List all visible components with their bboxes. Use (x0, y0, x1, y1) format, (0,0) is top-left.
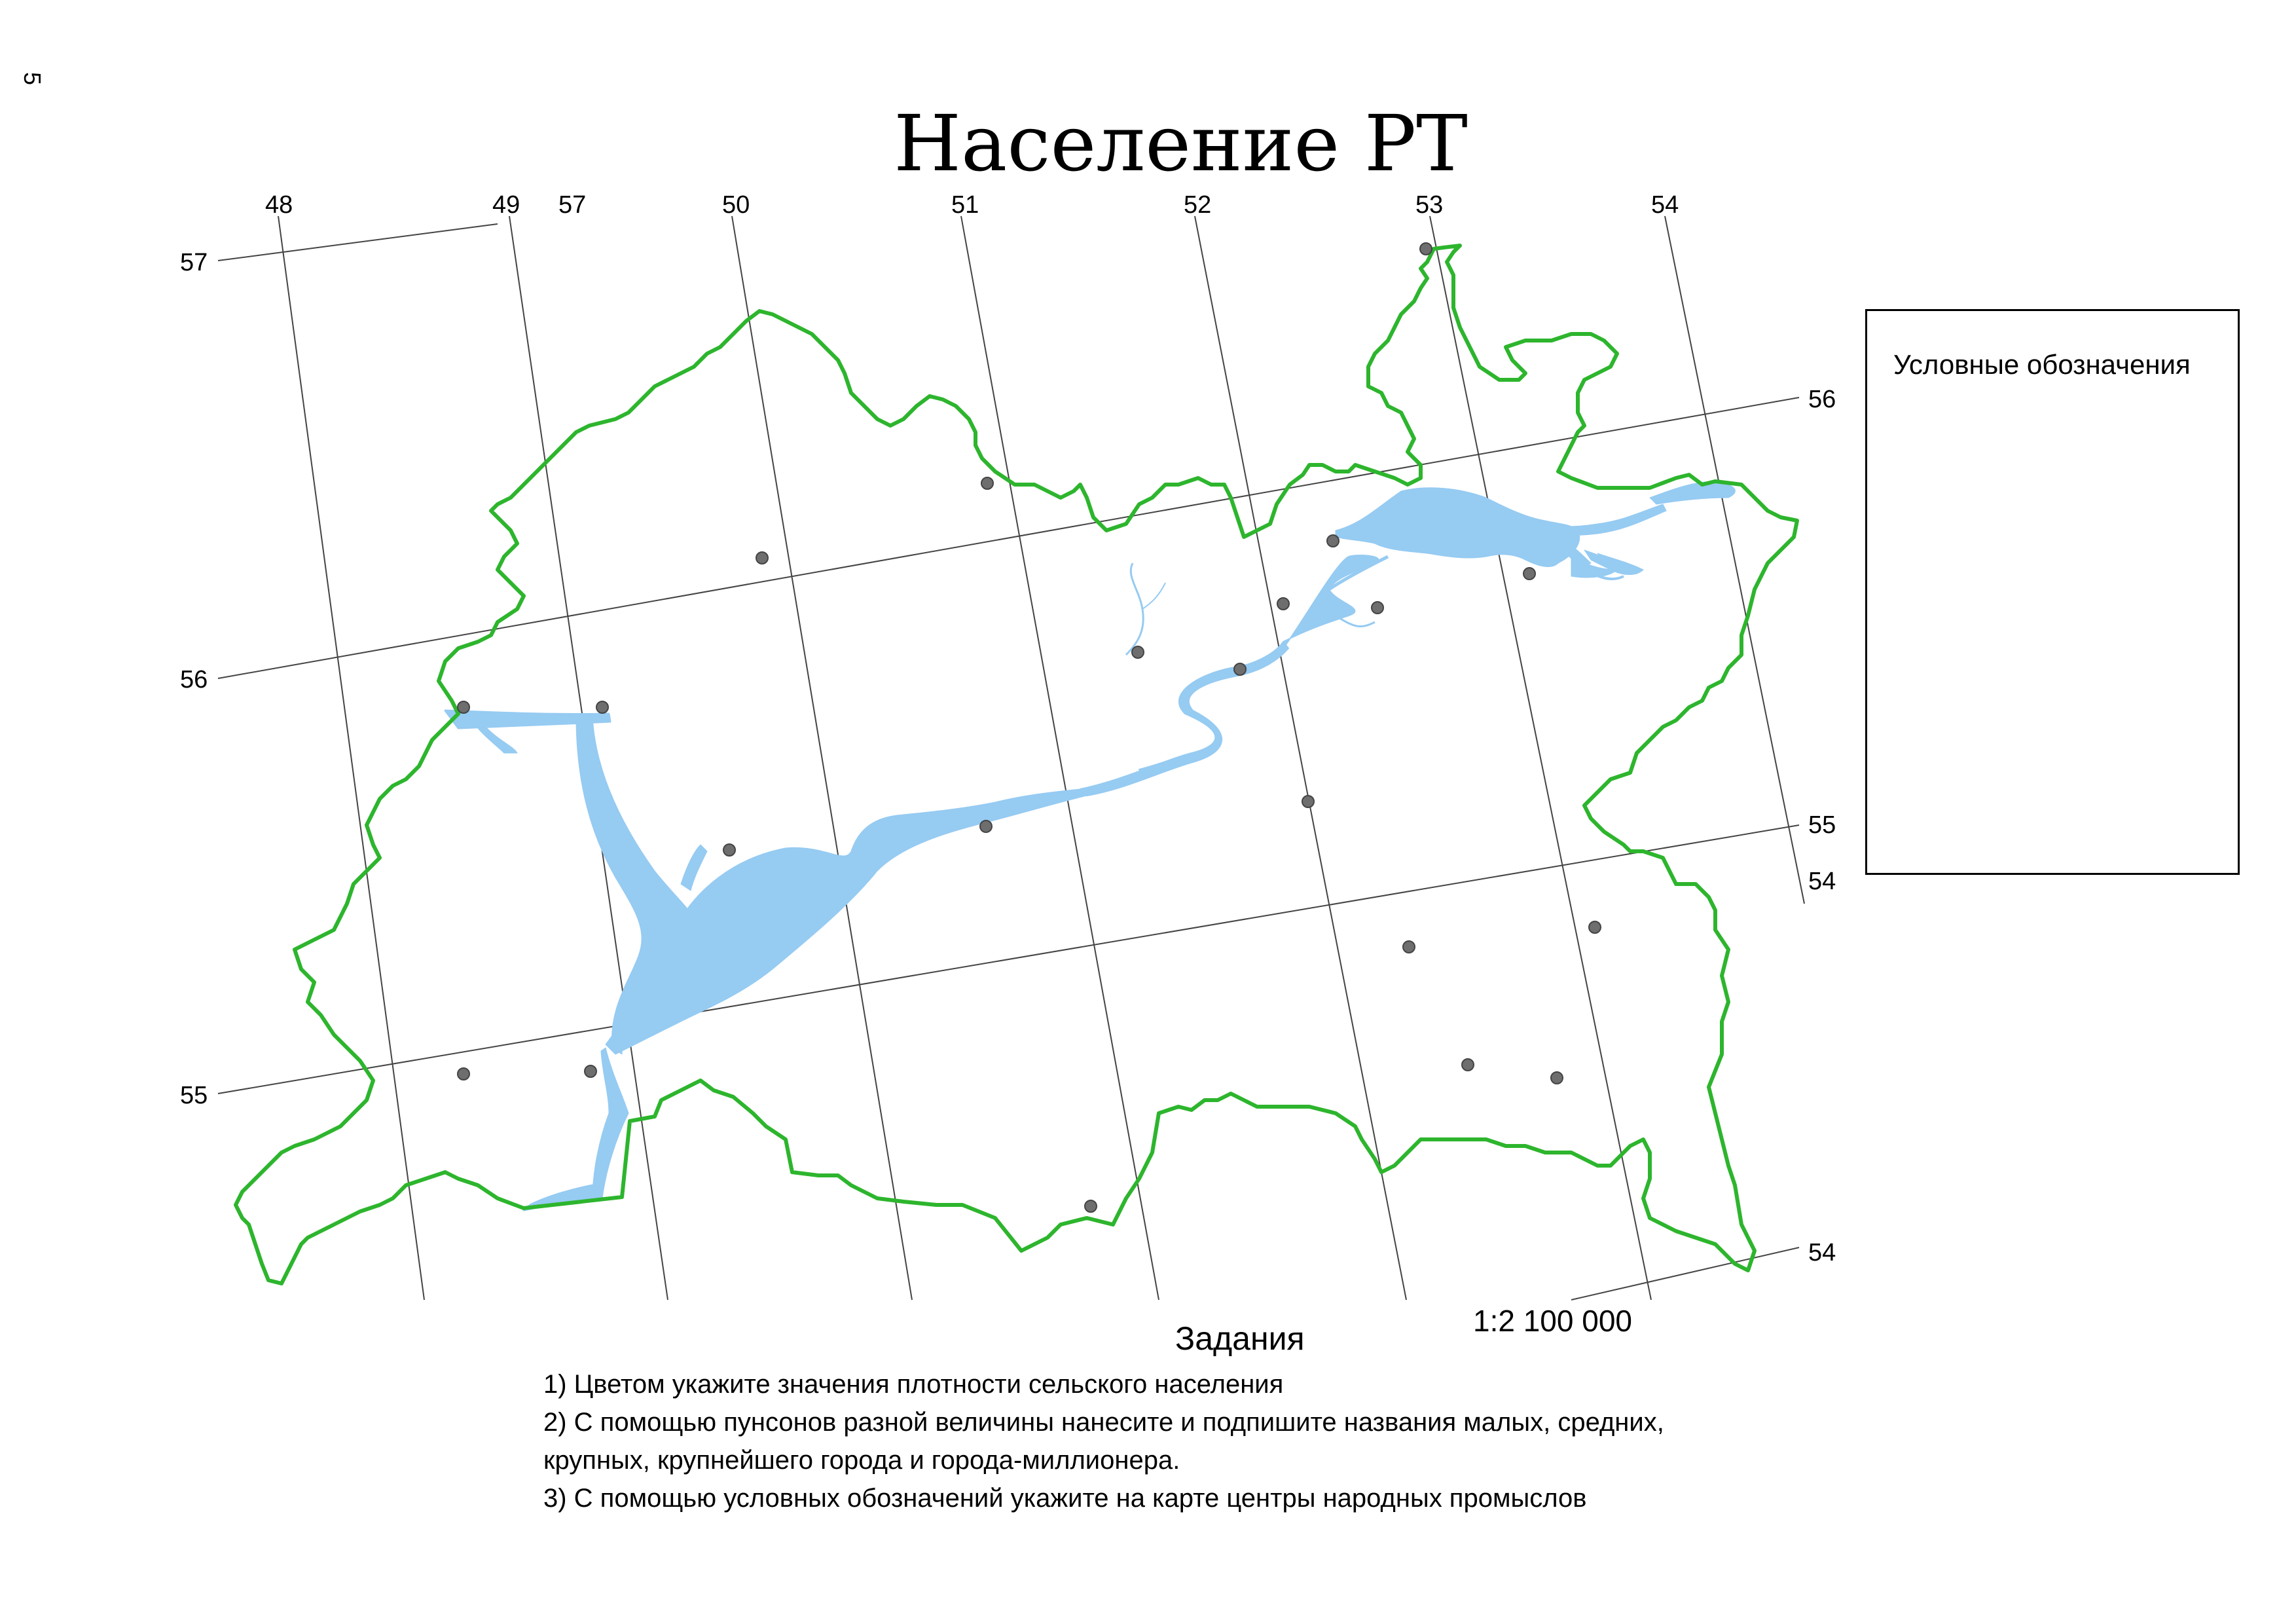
meridian-label-51: 51 (951, 191, 979, 219)
parallel-label-57: 57 (180, 249, 208, 276)
city-dot (1461, 1058, 1474, 1071)
meridian-label-52: 52 (1184, 191, 1211, 219)
meridian-label-50: 50 (722, 191, 750, 219)
meridians (278, 215, 1805, 1301)
map-scale: 1:2 100 000 (1473, 1304, 1633, 1338)
city-dot (981, 477, 994, 490)
legend-box: Условные обозначения (1865, 309, 2240, 875)
city-dot (457, 701, 470, 714)
task-item: 3) С помощью условных обозначений укажит… (543, 1484, 1587, 1513)
parallel-label-54-bottom: 54 (1808, 1239, 1836, 1266)
city-dot (979, 820, 993, 833)
meridian-label-57: 57 (558, 191, 586, 219)
city-dot (1402, 940, 1415, 953)
city-dot (457, 1067, 470, 1080)
city-dot (1131, 646, 1144, 659)
region-border (234, 244, 1799, 1285)
city-dot (1371, 601, 1384, 614)
city-dot (756, 551, 769, 564)
meridian-label-49: 49 (492, 191, 520, 219)
city-dot (723, 843, 736, 857)
page-title: Население РТ (894, 98, 1468, 189)
city-dot (1588, 921, 1601, 934)
city-dot (1302, 795, 1315, 808)
parallels (217, 223, 1800, 1301)
parallel-label-55-right: 55 (1808, 811, 1836, 839)
city-dot (1550, 1071, 1563, 1084)
city-dots (457, 242, 1601, 1213)
rivers-and-reservoirs (444, 481, 1736, 1211)
tasks-heading: Задания (1175, 1320, 1305, 1357)
task-item: 2) С помощью пунсонов разной величины на… (543, 1408, 1664, 1437)
city-dot (1277, 597, 1290, 610)
parallel-label-56-left: 56 (180, 666, 208, 693)
degree-labels: 48 49 57 50 51 52 53 54 57 56 55 56 55 5… (180, 191, 1836, 1266)
parallel-label-56-right: 56 (1808, 386, 1836, 413)
city-dot (1084, 1200, 1097, 1213)
meridian-label-53: 53 (1415, 191, 1443, 219)
city-dot (1326, 534, 1339, 547)
task-item: 1) Цветом укажите значения плотности сел… (543, 1370, 1284, 1399)
tasks-list: 1) Цветом укажите значения плотности сел… (543, 1365, 1853, 1517)
task-item: крупных, крупнейшего города и города-мил… (543, 1446, 1180, 1475)
city-dot (1419, 242, 1432, 255)
city-dot (1523, 567, 1536, 580)
meridian-label-54: 54 (1651, 191, 1679, 219)
city-dot (596, 701, 609, 714)
meridian-label-48: 48 (265, 191, 293, 219)
city-dot (1233, 663, 1247, 676)
city-dot (584, 1065, 597, 1078)
legend-title: Условные обозначения (1893, 349, 2191, 380)
parallel-label-55-left: 55 (180, 1082, 208, 1109)
parallel-label-54-right: 54 (1808, 868, 1836, 895)
